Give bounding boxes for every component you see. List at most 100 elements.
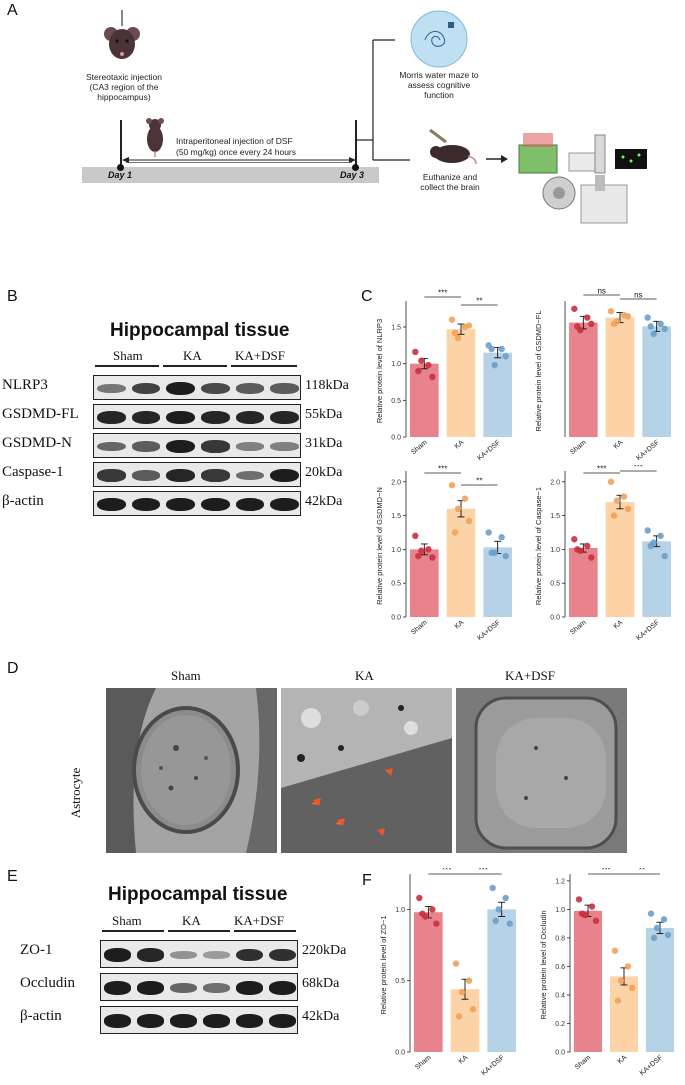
- data-point: [451, 529, 459, 536]
- group-label-kadsf-e: KA+DSF: [234, 913, 284, 928]
- x-tick-label: KA: [458, 1054, 470, 1066]
- data-point: [495, 906, 502, 913]
- x-tick-label: Sham: [574, 1054, 593, 1071]
- y-tick-label: 1.0: [550, 547, 560, 554]
- data-point: [611, 947, 619, 954]
- data-point: [451, 329, 459, 337]
- chart-nlrp3: 0.0 0.5 1.0 1.5 Relative protein level of NL…: [375, 289, 512, 462]
- blot-band: [201, 469, 230, 482]
- blot-band: [203, 1014, 230, 1028]
- x-tick-label: Sham: [569, 619, 588, 636]
- blot-label-nlrp3: NLRP3: [2, 377, 48, 393]
- blot-label-caspase-1: Caspase-1: [2, 464, 64, 480]
- group-underline-ka-e: [168, 930, 230, 932]
- blot-band: [131, 382, 161, 395]
- data-point: [458, 988, 466, 996]
- bar-sham: [569, 322, 598, 437]
- x-tick-label: KA+DSF: [635, 439, 661, 462]
- data-point: [429, 373, 436, 381]
- data-point: [433, 920, 440, 927]
- blot-label-occludin: Occludin: [20, 975, 75, 991]
- data-point: [418, 357, 425, 364]
- y-axis-label: Relative protein level of GSDMD−N: [375, 487, 384, 605]
- blot-band: [97, 497, 126, 512]
- blot-label-gsdmd-fl: GSDMD-FL: [2, 406, 79, 422]
- blot-band: [97, 441, 126, 452]
- blot-band: [137, 1014, 164, 1028]
- blot-band: [236, 948, 263, 962]
- y-tick-label: 0.0: [395, 1050, 405, 1057]
- data-point: [465, 977, 473, 984]
- panel-label-b: B: [7, 288, 18, 305]
- data-point: [624, 963, 632, 970]
- blot-label--actin: β-actin: [20, 1008, 62, 1024]
- ip-text-1: Intraperitoneal injection of DSF: [176, 136, 293, 146]
- group-underline-kadsf-e: [234, 930, 296, 932]
- sig-label: **: [639, 868, 645, 875]
- data-point: [578, 910, 586, 917]
- astrocyte-label: Astrocyte: [68, 767, 83, 819]
- data-point: [454, 334, 462, 342]
- day1-tick: [120, 120, 122, 167]
- panel-label-e: E: [7, 868, 18, 885]
- y-tick-label: 0.5: [391, 581, 401, 588]
- blot-b-groups: Sham KA KA+DSF: [93, 348, 299, 368]
- mouse-body-icon: [146, 118, 164, 157]
- em-col-kadsf: KA+DSF: [505, 668, 555, 683]
- blot-band: [104, 948, 131, 962]
- blot-band: [97, 469, 126, 482]
- data-point: [592, 917, 600, 924]
- data-point: [575, 896, 583, 903]
- data-point: [660, 916, 668, 923]
- group-label-sham: Sham: [113, 348, 143, 363]
- sig-label: ***: [442, 868, 451, 875]
- y-tick-label: 1.0: [391, 361, 401, 368]
- data-point: [647, 910, 655, 917]
- blot-label-zo-1: ZO-1: [20, 942, 53, 958]
- chart-occludin: 0.0 0.2 0.4 0.6 0.8 1.0 1.2 Relative protein le…: [539, 868, 675, 1077]
- sig-label: ***: [597, 465, 606, 474]
- data-point: [485, 529, 492, 536]
- blot-strip: [100, 973, 298, 1001]
- y-axis-label: Relative protein level of NLRP3: [375, 319, 384, 423]
- blot-band: [166, 468, 195, 483]
- blot-band: [270, 410, 299, 425]
- x-tick-label: Sham: [410, 439, 429, 456]
- panel-label-a: A: [7, 2, 18, 19]
- panel-label-f: F: [362, 872, 372, 889]
- data-point: [584, 542, 591, 550]
- em-col-sham: Sham: [171, 668, 201, 683]
- data-point: [610, 512, 618, 519]
- bar-kadsf: [645, 927, 675, 1052]
- data-point: [613, 497, 621, 504]
- y-axis-label: Relative protein level of GSDMD−FL: [534, 310, 543, 431]
- data-point: [488, 345, 495, 353]
- bar-ka: [446, 508, 476, 617]
- bar-sham: [414, 912, 443, 1052]
- euthanize-text: Euthanize and collect the brain: [420, 172, 480, 193]
- data-point: [455, 1013, 463, 1020]
- data-point: [425, 361, 432, 369]
- y-tick-label: 0.5: [550, 581, 560, 588]
- y-axis-label: Relative protein level of Caspase−1: [534, 487, 543, 605]
- blot-band: [131, 470, 161, 481]
- bar-kadsf: [483, 352, 512, 437]
- x-tick-label: KA: [613, 619, 625, 631]
- blot-e-groups: Sham KA KA+DSF: [100, 913, 298, 933]
- chart-zo1: 0.0 0.5 1.0 Relative protein level of ZO−1 S…: [379, 868, 516, 1077]
- blot-kda: 220kDa: [302, 943, 347, 958]
- injection-text: Stereotaxic injection (CA3 region of the…: [85, 72, 163, 103]
- data-point: [429, 906, 436, 913]
- group-underline-kadsf: [231, 365, 297, 367]
- data-point: [624, 505, 632, 513]
- y-axis-label: Relative protein level of ZO−1: [379, 915, 388, 1014]
- timeline-bar: [82, 167, 379, 183]
- data-point: [461, 495, 469, 502]
- data-point: [412, 532, 419, 540]
- sig-label: ***: [601, 868, 610, 875]
- x-tick-label: KA: [454, 439, 466, 451]
- bar-ka: [605, 317, 635, 437]
- blot-b-title: Hippocampal tissue: [110, 320, 290, 341]
- data-point: [465, 322, 473, 329]
- blot-kda: 42kDa: [305, 494, 343, 509]
